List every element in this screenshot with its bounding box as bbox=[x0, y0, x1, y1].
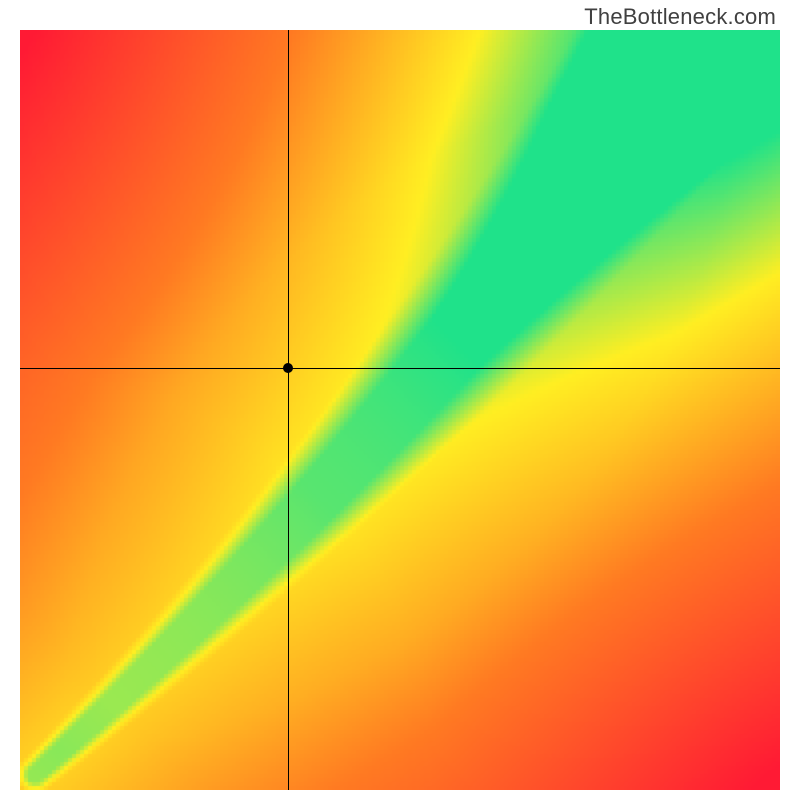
crosshair-vertical bbox=[288, 30, 289, 790]
plot-area bbox=[20, 30, 780, 790]
heatmap-canvas bbox=[20, 30, 780, 790]
watermark-label: TheBottleneck.com bbox=[584, 4, 776, 30]
chart-container: TheBottleneck.com bbox=[0, 0, 800, 800]
crosshair-horizontal bbox=[20, 368, 780, 369]
data-point bbox=[283, 363, 293, 373]
